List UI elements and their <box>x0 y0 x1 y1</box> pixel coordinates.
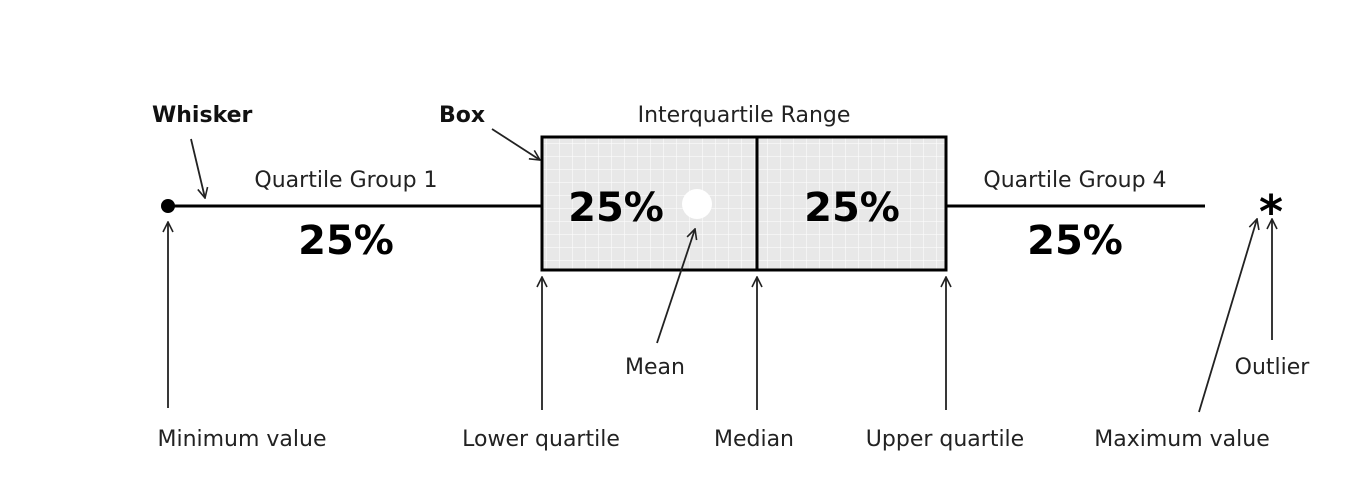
pct-box-right: 25% <box>804 185 900 231</box>
quartile-group-1-label: Quartile Group 1 <box>254 168 437 193</box>
minimum-value-label: Minimum value <box>157 427 326 452</box>
minimum-point <box>161 199 175 213</box>
box-arrow <box>491 128 540 160</box>
quartile-group-4-label: Quartile Group 4 <box>983 168 1166 193</box>
outlier-label: Outlier <box>1235 355 1311 380</box>
whisker-label: Whisker <box>152 103 253 128</box>
mean-arrow <box>656 229 695 344</box>
mean-label: Mean <box>625 355 685 380</box>
mean-marker <box>682 189 712 219</box>
upper-quartile-label: Upper quartile <box>866 427 1024 452</box>
outlier-marker: * <box>1259 185 1283 239</box>
lower-quartile-label: Lower quartile <box>462 427 620 452</box>
interquartile-box <box>540 135 948 272</box>
pct-group-4: 25% <box>1027 218 1123 264</box>
whisker-arrow <box>190 138 205 198</box>
pct-group-1: 25% <box>298 218 394 264</box>
maximum-value-arrow <box>1198 219 1257 413</box>
maximum-value-label: Maximum value <box>1094 427 1269 452</box>
box-label: Box <box>439 103 485 128</box>
median-label: Median <box>714 427 794 452</box>
pct-box-left: 25% <box>568 185 664 231</box>
interquartile-range-label: Interquartile Range <box>638 103 851 128</box>
